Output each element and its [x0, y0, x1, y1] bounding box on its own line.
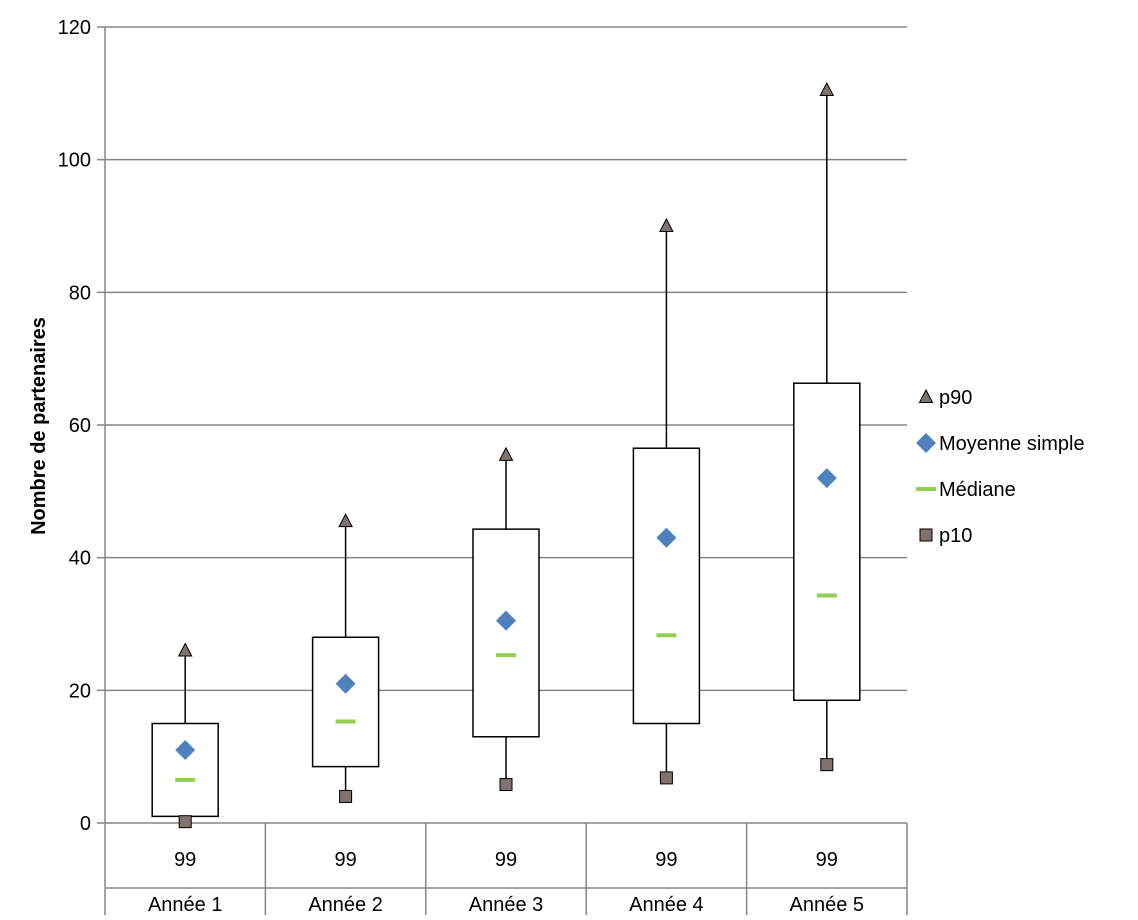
y-axis-title: Nombre de partenaires: [28, 317, 50, 535]
mean-marker: [816, 468, 837, 489]
median-marker: [335, 719, 356, 724]
gridlines: [105, 26, 907, 692]
median-marker: [656, 633, 677, 638]
box: [151, 722, 219, 818]
category-label: Année 2: [308, 894, 383, 915]
count-label: 99: [495, 849, 517, 871]
count-label: 99: [334, 849, 356, 871]
box: [793, 382, 861, 702]
legend-label-p90: p90: [939, 387, 972, 409]
p10-marker: [339, 789, 353, 803]
p90-marker: [498, 446, 514, 461]
median-marker: [816, 593, 837, 598]
boxes: [151, 90, 861, 822]
box: [311, 636, 380, 768]
y-tick-label: 80: [69, 282, 91, 304]
p90-marker: [659, 217, 674, 232]
labels: 0 20 40 60 80 100 120 99 Année 1 99 Année 2 99 Année…: [58, 17, 865, 916]
p10-marker: [178, 815, 192, 829]
legend-marker-median: [916, 487, 936, 491]
category-label: Année 5: [790, 894, 865, 915]
mean-marker: [496, 610, 516, 631]
count-label: 99: [174, 849, 196, 871]
y-tick-label: 100: [58, 150, 91, 172]
y-tick-label: 60: [69, 415, 91, 437]
category-label: Année 3: [469, 894, 544, 915]
y-tick-label: 20: [69, 680, 91, 702]
mean-marker: [175, 740, 196, 761]
box: [632, 447, 701, 725]
p90-marker: [177, 642, 193, 657]
legend-label-median: Médiane: [939, 479, 1016, 501]
y-tick-label: 40: [69, 548, 91, 570]
category-label: Année 4: [629, 894, 704, 915]
p90-marker: [338, 513, 353, 528]
count-label: 99: [816, 849, 838, 871]
y-tick-label: 120: [58, 17, 91, 39]
legend-label-p10: p10: [939, 525, 972, 547]
p10-marker: [659, 771, 673, 785]
legend-label-mean: Moyenne simple: [939, 433, 1085, 455]
legend: p90 Moyenne simple Médiane p10: [916, 387, 1085, 547]
p90-marker: [819, 81, 835, 97]
median-marker: [496, 653, 516, 658]
mean-marker: [656, 527, 677, 548]
count-label: 99: [655, 849, 677, 871]
median-marker: [175, 777, 196, 782]
mean-marker: [335, 673, 356, 694]
markers: [175, 81, 837, 829]
p10-marker: [499, 778, 513, 792]
legend-marker-mean: [916, 433, 936, 453]
legend-marker-p90: [918, 388, 934, 403]
legend-marker-p10: [919, 528, 933, 542]
axes: [97, 26, 908, 915]
category-label: Année 1: [148, 894, 223, 915]
y-tick-label: 0: [80, 813, 91, 835]
box: [472, 528, 540, 738]
p10-marker: [820, 758, 834, 772]
